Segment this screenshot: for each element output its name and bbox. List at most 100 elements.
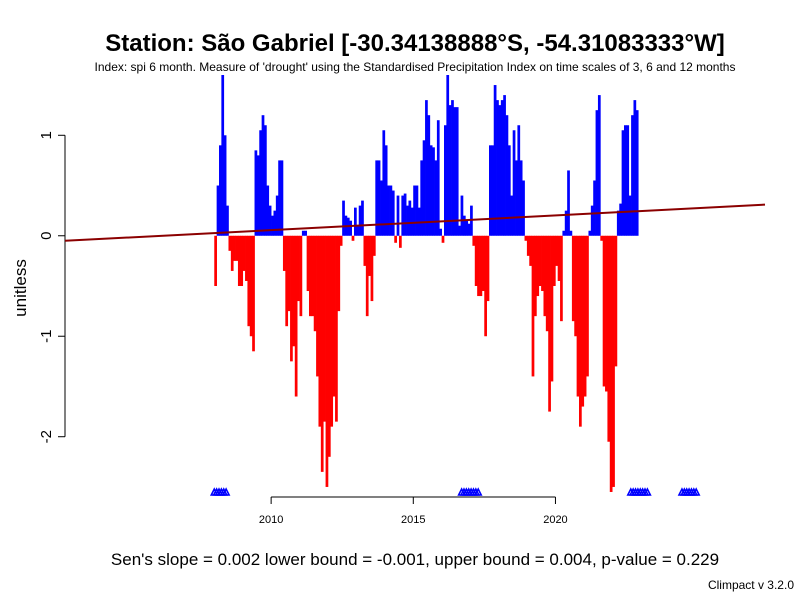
spi-bar bbox=[254, 150, 258, 236]
spi-bar bbox=[427, 115, 431, 236]
spi-bar bbox=[316, 235, 319, 377]
spi-bar bbox=[221, 75, 225, 236]
spi-bar bbox=[562, 230, 566, 236]
spi-bar bbox=[600, 235, 604, 241]
spi-bar bbox=[394, 235, 397, 243]
y-tick-label: 0 bbox=[38, 232, 55, 240]
spi-bar bbox=[555, 235, 559, 266]
spi-bar bbox=[612, 235, 615, 487]
spi-bar bbox=[465, 220, 469, 236]
spi-bar bbox=[602, 235, 606, 387]
chart-title: Station: São Gabriel [-30.34138888°S, -5… bbox=[105, 30, 725, 57]
spi-bar bbox=[287, 235, 291, 312]
spi-bar bbox=[318, 235, 322, 427]
spi-bar bbox=[448, 105, 452, 236]
spi-bar bbox=[406, 205, 409, 236]
spi-bar bbox=[458, 225, 461, 236]
spi-bar bbox=[335, 235, 338, 422]
spi-bar bbox=[223, 135, 227, 236]
spi-bar bbox=[607, 235, 611, 442]
spi-bar bbox=[614, 235, 618, 367]
spi-bar bbox=[593, 180, 596, 236]
spi-bar bbox=[579, 235, 582, 427]
spi-bar bbox=[325, 235, 329, 487]
spi-bar bbox=[519, 160, 523, 236]
spi-bar bbox=[377, 160, 381, 236]
spi-bar bbox=[605, 235, 608, 392]
missing-data-marker bbox=[691, 487, 701, 496]
spi-bar bbox=[372, 235, 376, 256]
spi-bar bbox=[327, 235, 331, 457]
spi-bar bbox=[474, 235, 478, 286]
spi-bar bbox=[256, 155, 260, 236]
spi-bar bbox=[510, 195, 514, 236]
spi-bar bbox=[214, 235, 217, 286]
missing-data-marker bbox=[643, 487, 652, 496]
spi-bar bbox=[382, 130, 386, 236]
spi-bar bbox=[505, 115, 509, 236]
y-axis-label: unitless bbox=[11, 259, 30, 317]
spi-bar bbox=[436, 120, 440, 236]
spi-bar bbox=[399, 235, 402, 248]
spi-bar bbox=[401, 195, 405, 236]
spi-bar bbox=[349, 220, 352, 236]
spi-bar bbox=[524, 235, 528, 241]
spi-bar bbox=[616, 210, 620, 236]
spi-bar bbox=[496, 100, 499, 236]
spi-bar bbox=[503, 95, 506, 236]
spi-bar bbox=[282, 235, 286, 271]
spi-bar bbox=[384, 145, 388, 236]
spi-bar bbox=[320, 235, 324, 472]
spi-bar bbox=[455, 107, 459, 236]
spi-bar bbox=[387, 185, 390, 236]
spi-bar bbox=[609, 235, 613, 492]
spi-bar bbox=[242, 235, 246, 271]
spi-bar bbox=[261, 115, 265, 236]
spi-bar bbox=[313, 235, 317, 332]
spi-bar bbox=[342, 200, 345, 236]
spi-bar bbox=[486, 235, 490, 302]
spi-bar bbox=[259, 130, 262, 236]
spi-bar bbox=[467, 223, 471, 236]
spi-bar bbox=[361, 200, 364, 236]
spi-bar bbox=[633, 100, 637, 236]
spi-bar bbox=[576, 235, 580, 397]
spi-bar bbox=[368, 235, 371, 276]
spi-bar bbox=[297, 235, 300, 302]
spi-bar bbox=[410, 207, 414, 236]
y-tick-label: 1 bbox=[38, 131, 55, 139]
spi-bar bbox=[306, 235, 310, 292]
spi-bar bbox=[515, 160, 518, 236]
spi-bar bbox=[247, 235, 251, 327]
spi-bar bbox=[550, 235, 554, 382]
spi-bar bbox=[294, 235, 298, 397]
spi-bar bbox=[446, 75, 450, 236]
spi-bar bbox=[479, 235, 483, 297]
spi-bar bbox=[415, 185, 419, 236]
spi-bar bbox=[252, 235, 255, 352]
spi-bar bbox=[569, 230, 573, 236]
spi-bar bbox=[500, 100, 504, 236]
spi-bar bbox=[219, 145, 222, 236]
spi-bar bbox=[226, 205, 229, 236]
spi-bar bbox=[249, 235, 253, 337]
spi-bar bbox=[354, 207, 357, 236]
x-tick-label: 2015 bbox=[401, 514, 425, 526]
spi-bar bbox=[536, 235, 540, 297]
spi-bar bbox=[271, 215, 274, 236]
spi-bar bbox=[422, 140, 426, 236]
spi-bar bbox=[581, 235, 585, 407]
spi-bar bbox=[434, 160, 438, 236]
sens-slope-summary: Sen's slope = 0.002 lower bound = -0.001… bbox=[110, 550, 720, 569]
spi-bar bbox=[543, 235, 547, 317]
spi-bar bbox=[621, 130, 625, 236]
spi-bar bbox=[529, 235, 532, 266]
spi-bar bbox=[330, 235, 334, 427]
x-tick-label: 2020 bbox=[543, 514, 567, 526]
spi-bar bbox=[278, 160, 281, 236]
spi-bar bbox=[635, 110, 639, 236]
spi-bar bbox=[403, 193, 407, 236]
spi-bar bbox=[425, 100, 428, 236]
spi-bar bbox=[235, 235, 239, 261]
